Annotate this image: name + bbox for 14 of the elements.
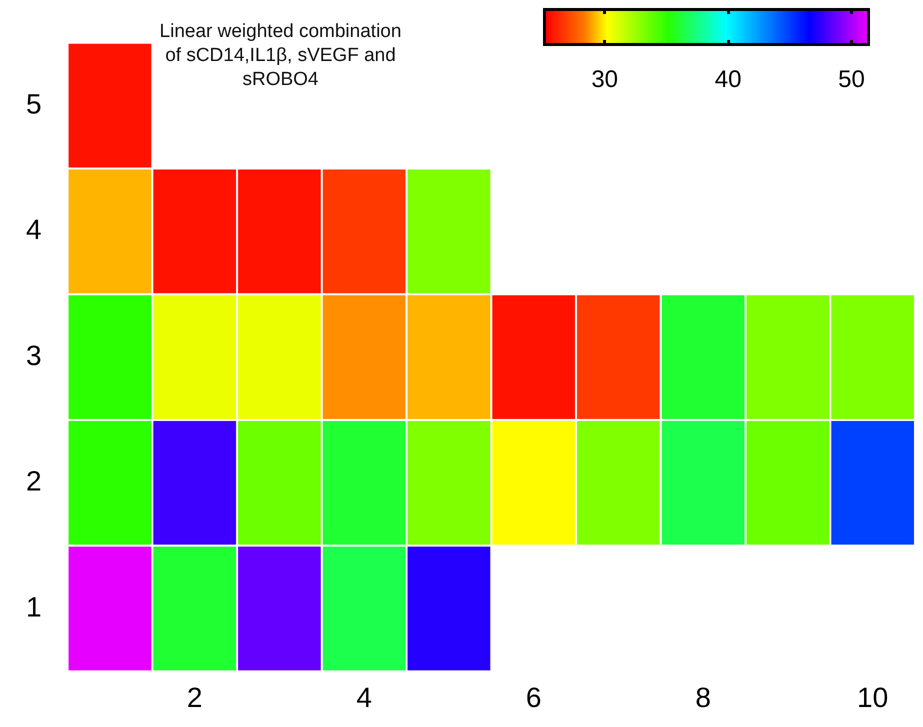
x-tick-label: 10	[857, 682, 888, 713]
color-bar-label: 50	[837, 66, 866, 94]
y-tick-label: 3	[26, 340, 42, 371]
y-tick-label: 2	[26, 466, 42, 497]
color-bar-label: 40	[714, 66, 742, 94]
x-tick-label: 2	[186, 682, 202, 713]
y-tick-label: 5	[26, 88, 42, 120]
y-tick-label: 4	[26, 214, 42, 246]
chart-title: Linear weighted combination of sCD14,IL1β, sVEGF and sROBO4	[158, 20, 402, 92]
x-tick-label: 4	[356, 682, 372, 713]
x-tick-label: 8	[695, 682, 711, 713]
x-tick-label: 6	[526, 682, 542, 713]
y-tick-label: 1	[26, 591, 42, 622]
color-bar-label: 30	[590, 66, 620, 94]
